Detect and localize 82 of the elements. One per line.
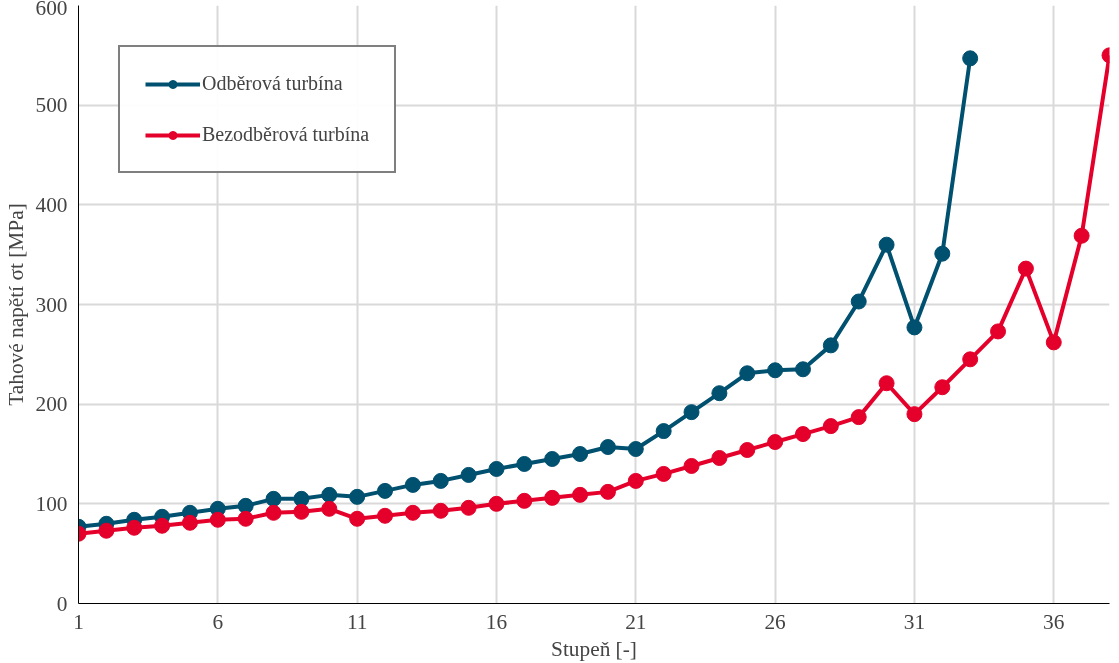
- y-tick-label: 300: [35, 292, 68, 317]
- y-tick-label: 200: [35, 392, 68, 417]
- point: [822, 418, 839, 435]
- point: [1017, 260, 1034, 277]
- point: [265, 490, 282, 507]
- legend-label: Odběrová turbína: [202, 72, 343, 95]
- point: [516, 492, 533, 509]
- point: [711, 450, 728, 466]
- x-tick-label: 6: [212, 609, 224, 634]
- point: [962, 351, 979, 368]
- point: [1045, 334, 1062, 351]
- x-tick-label: 31: [903, 609, 926, 634]
- point: [377, 507, 394, 524]
- point: [293, 490, 310, 507]
- point: [962, 50, 979, 67]
- point: [599, 439, 616, 456]
- x-tick-label: 11: [346, 609, 368, 634]
- y-tick-label: 500: [35, 93, 68, 118]
- point: [349, 510, 366, 527]
- point: [850, 293, 867, 310]
- point: [572, 486, 589, 503]
- point: [627, 472, 644, 489]
- point: [126, 519, 143, 536]
- point: [488, 495, 505, 512]
- point: [544, 489, 561, 506]
- x-tick-label: 21: [625, 609, 647, 634]
- point: [906, 319, 923, 336]
- x-tick-label: 16: [485, 609, 508, 634]
- point: [878, 375, 895, 392]
- point: [655, 423, 672, 440]
- point: [767, 362, 784, 379]
- point: [349, 488, 366, 505]
- legend-label: Bezodběrová turbína: [202, 123, 370, 146]
- point: [293, 503, 310, 520]
- point: [181, 514, 198, 531]
- point: [655, 465, 672, 482]
- point: [404, 476, 421, 493]
- point: [154, 517, 171, 534]
- x-tick-label: 36: [1043, 609, 1065, 634]
- point: [237, 510, 254, 527]
- point: [990, 323, 1007, 340]
- point: [98, 522, 115, 539]
- point: [850, 409, 867, 426]
- point: [488, 460, 505, 477]
- point: [934, 379, 951, 396]
- point: [683, 404, 700, 421]
- point: [767, 434, 784, 451]
- point: [404, 504, 421, 521]
- y-tick-label: 0: [56, 591, 68, 616]
- x-axis-title: Stupeň [-]: [551, 636, 637, 661]
- x-tick-label: 1: [73, 609, 84, 634]
- point: [237, 497, 254, 514]
- point: [711, 385, 728, 402]
- point: [739, 365, 756, 382]
- point: [572, 446, 589, 462]
- point: [1073, 227, 1090, 244]
- x-tick-label: 26: [764, 609, 787, 634]
- point: [544, 451, 561, 467]
- point: [739, 442, 756, 458]
- y-tick-label: 400: [35, 192, 68, 217]
- point: [265, 504, 282, 521]
- y-axis-title: Tahové napětí σt [MPa]: [3, 203, 28, 406]
- y-tick-label: 600: [35, 0, 68, 20]
- point: [822, 337, 839, 354]
- point: [460, 466, 477, 483]
- point: [321, 486, 338, 503]
- point: [683, 457, 700, 474]
- point: [460, 499, 477, 516]
- point: [627, 441, 644, 457]
- point: [878, 236, 895, 253]
- point: [906, 406, 923, 423]
- point: [516, 455, 533, 472]
- point: [432, 502, 449, 519]
- point: [377, 482, 394, 499]
- point: [321, 500, 338, 517]
- y-tick-label: 100: [35, 491, 68, 516]
- point: [209, 511, 226, 528]
- point: [794, 426, 811, 443]
- point: [599, 483, 616, 500]
- point: [794, 361, 811, 378]
- point: [934, 245, 951, 262]
- point: [432, 472, 449, 489]
